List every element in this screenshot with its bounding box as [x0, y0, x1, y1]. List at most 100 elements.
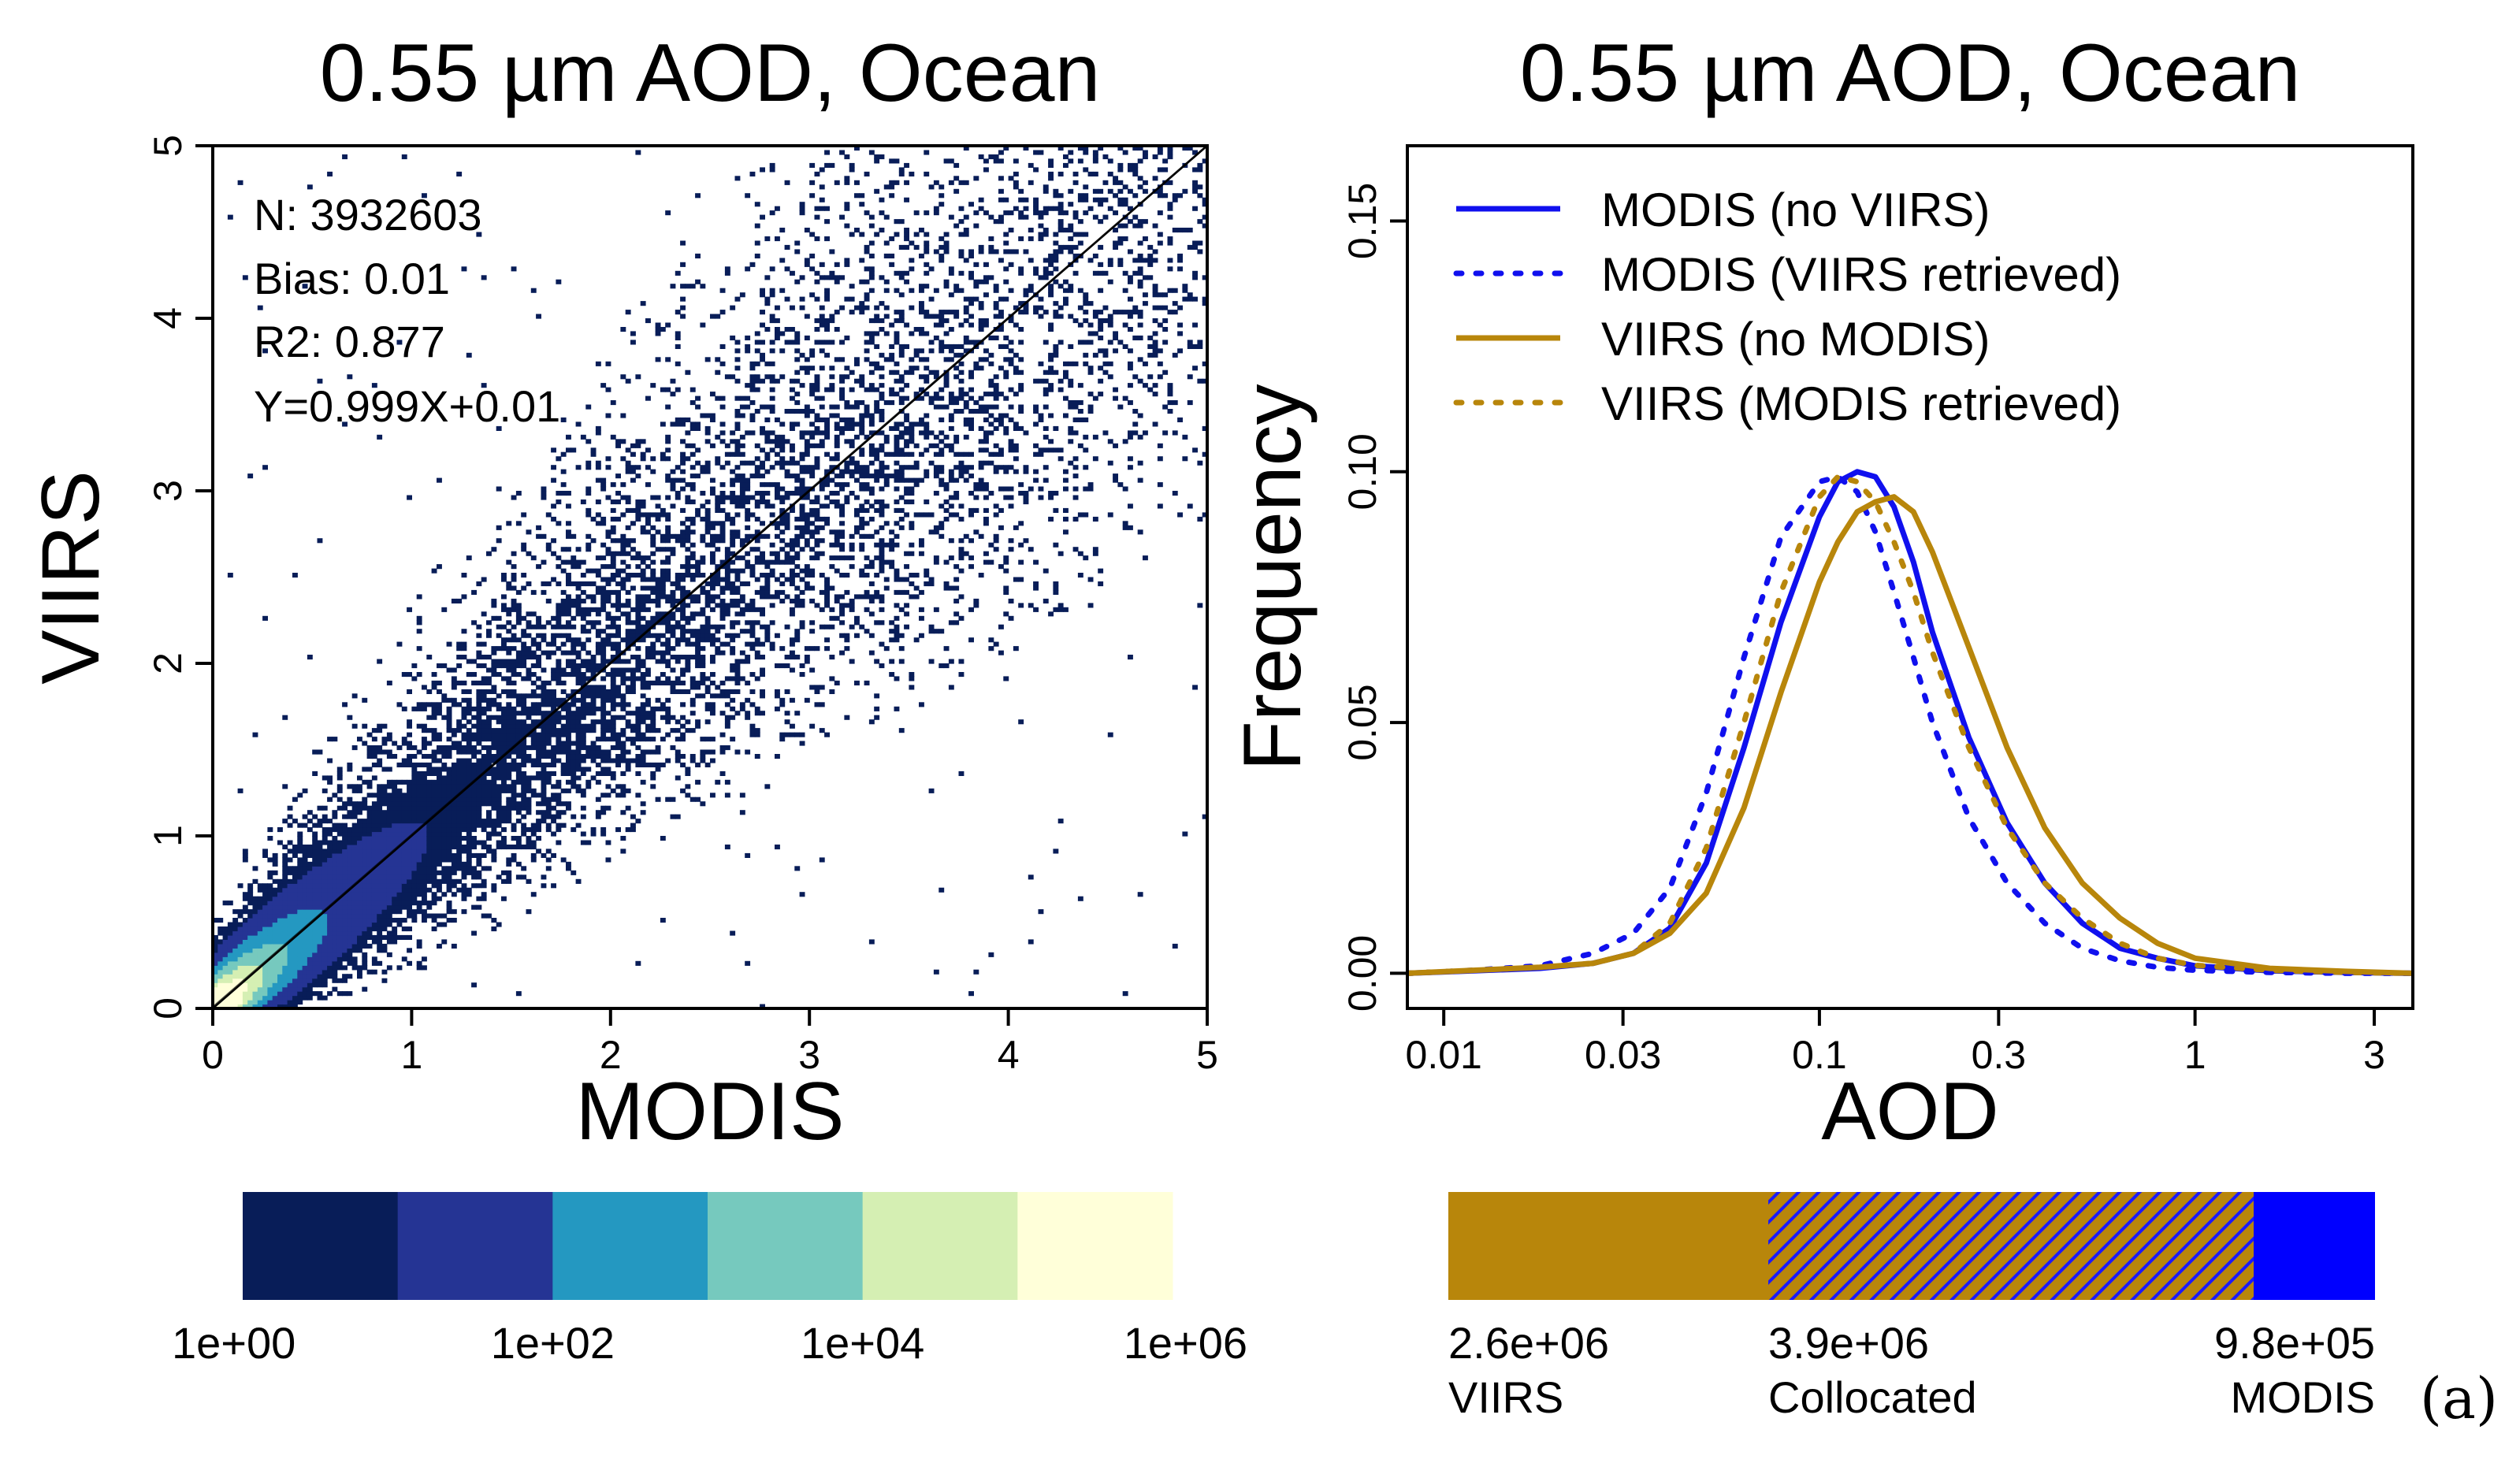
- density-cell: [237, 180, 243, 185]
- density-cell: [461, 796, 467, 802]
- density-cell: [769, 314, 775, 319]
- density-cell: [501, 723, 507, 729]
- density-cell: [575, 641, 582, 647]
- density-cell: [297, 840, 303, 845]
- density-cell: [600, 805, 607, 811]
- density-cell: [466, 861, 472, 867]
- density-cell: [645, 594, 651, 600]
- density-cell: [819, 439, 825, 444]
- density-cell: [386, 845, 392, 850]
- density-cell: [824, 206, 830, 211]
- density-cell: [834, 413, 840, 418]
- density-cell: [407, 801, 412, 807]
- density-cell: [689, 551, 696, 556]
- density-cell: [630, 547, 636, 552]
- density-cell: [302, 861, 308, 867]
- density-cell: [336, 948, 343, 953]
- density-cell: [809, 180, 816, 185]
- density-cell: [506, 762, 512, 767]
- density-cell: [779, 589, 786, 595]
- density-cell: [396, 918, 403, 923]
- density-cell: [625, 641, 631, 647]
- density-cell: [685, 629, 691, 634]
- density-cell: [824, 451, 830, 457]
- density-cell: [526, 706, 532, 711]
- density-cell: [252, 922, 258, 927]
- density-cell: [496, 840, 502, 845]
- density-cell: [560, 788, 567, 793]
- density-cell: [665, 697, 671, 703]
- density-cell: [585, 685, 592, 690]
- density-cell: [734, 577, 741, 582]
- density-cell: [441, 784, 448, 789]
- density-cell: [834, 503, 840, 509]
- density-cell: [386, 805, 392, 811]
- density-cell: [287, 909, 293, 915]
- density-cell: [675, 624, 681, 629]
- density-cell: [814, 456, 820, 462]
- density-cell: [779, 581, 786, 587]
- density-cell: [362, 904, 368, 910]
- density-cell: [297, 960, 303, 966]
- density-cell: [386, 887, 392, 893]
- density-cell: [307, 995, 313, 1001]
- density-cell: [401, 779, 407, 785]
- density-cell: [466, 741, 472, 746]
- density-cell: [530, 831, 537, 837]
- density-cell: [655, 594, 661, 600]
- density-cell: [496, 767, 502, 772]
- density-cell: [769, 465, 775, 470]
- density-cell: [764, 361, 771, 366]
- density-cell: [640, 702, 646, 707]
- density-cell: [760, 357, 765, 362]
- density-cell: [446, 667, 452, 673]
- density-cell: [710, 521, 715, 526]
- density-cell: [317, 909, 323, 915]
- density-cell: [242, 852, 248, 858]
- density-cell: [814, 387, 820, 392]
- density-cell: [655, 495, 661, 500]
- density-cell: [401, 866, 407, 871]
- density-cell: [844, 715, 850, 720]
- density-cell: [456, 784, 463, 789]
- density-cell: [739, 598, 745, 603]
- density-cell: [312, 900, 318, 906]
- density-cell: [790, 395, 795, 401]
- density-cell: [600, 749, 607, 755]
- density-cell: [362, 926, 368, 932]
- density-cell: [839, 482, 845, 488]
- density-cell: [660, 680, 666, 685]
- density-cell: [491, 801, 497, 807]
- density-cell: [322, 805, 328, 811]
- density-cell: [680, 284, 686, 289]
- density-cell: [590, 702, 597, 707]
- density-cell: [386, 870, 392, 875]
- density-cell: [302, 986, 308, 992]
- density-cell: [794, 732, 801, 737]
- density-cell: [600, 810, 607, 815]
- density-cell: [401, 810, 407, 815]
- density-cell: [426, 840, 433, 845]
- density-cell: [471, 659, 477, 664]
- density-cell: [675, 495, 681, 500]
- density-cell: [386, 737, 392, 742]
- density-cell: [446, 909, 452, 915]
- density-cell: [461, 641, 467, 647]
- density-cell: [660, 456, 666, 462]
- density-cell: [760, 624, 765, 629]
- density-cell: [804, 357, 810, 362]
- density-cell: [541, 732, 547, 737]
- density-cell: [730, 585, 736, 591]
- density-cell: [615, 439, 621, 444]
- density-cell: [719, 507, 726, 513]
- density-cell: [327, 848, 333, 854]
- density-cell: [396, 852, 403, 858]
- density-cell: [571, 779, 577, 785]
- density-cell: [392, 814, 398, 819]
- density-cell: [545, 702, 552, 707]
- density-cell: [297, 956, 303, 962]
- density-cell: [416, 939, 422, 945]
- density-cell: [794, 331, 801, 336]
- density-cell: [471, 767, 477, 772]
- density-cell: [829, 404, 835, 410]
